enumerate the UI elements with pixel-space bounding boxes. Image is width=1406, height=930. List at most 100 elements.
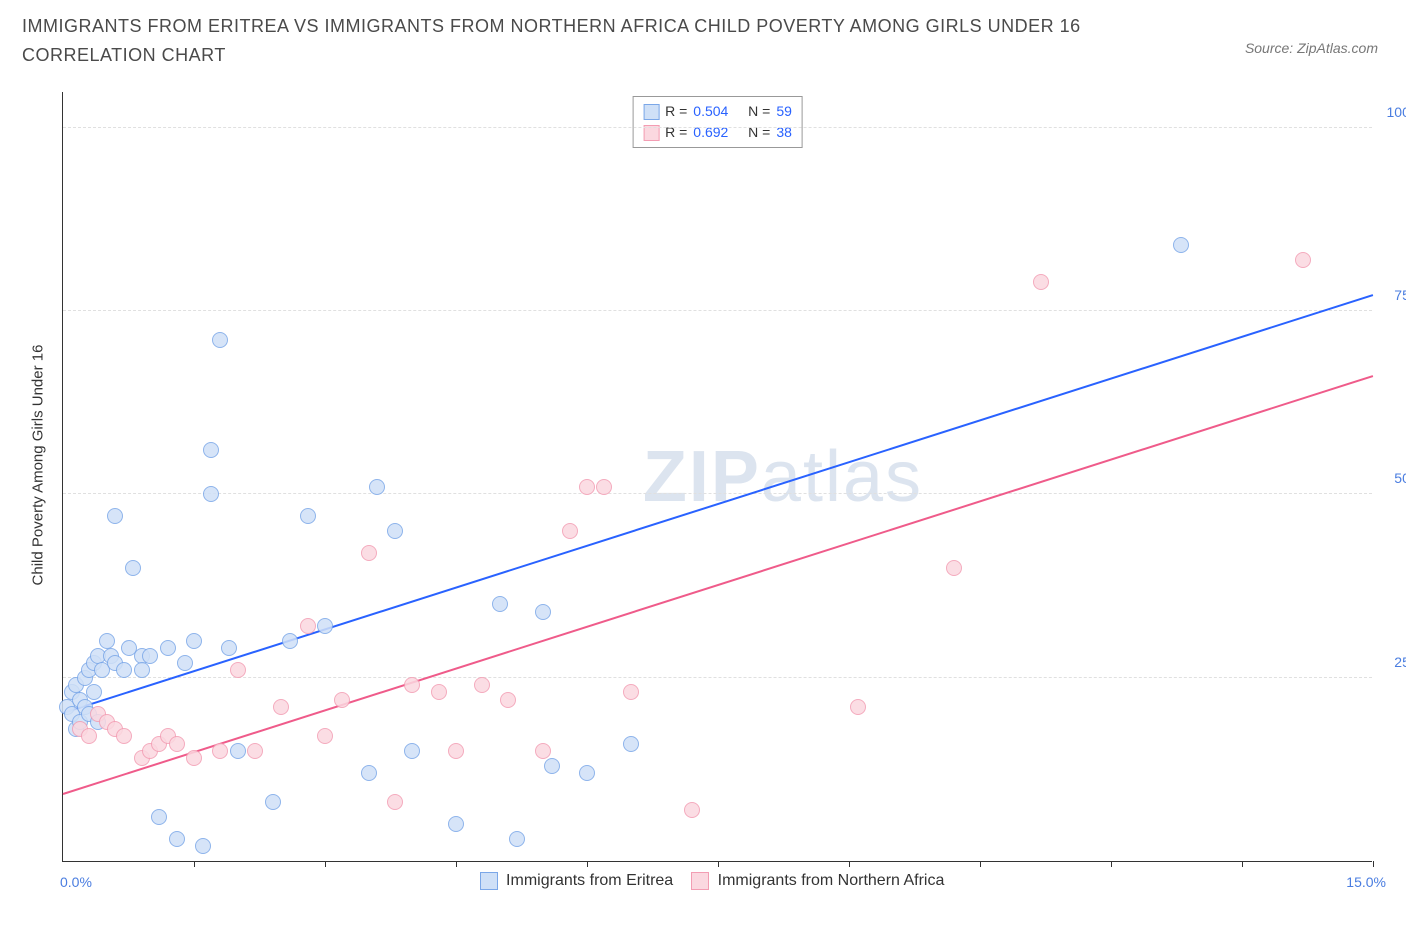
point-eritrea bbox=[317, 618, 333, 634]
grid-line bbox=[63, 310, 1372, 311]
stats-row-eritrea: R = 0.504 N = 59 bbox=[643, 101, 792, 122]
point-eritrea bbox=[221, 640, 237, 656]
point-northern-africa bbox=[273, 699, 289, 715]
n-label: N = bbox=[748, 101, 770, 122]
r-value: 0.504 bbox=[693, 101, 728, 122]
x-tick bbox=[1111, 861, 1112, 867]
point-northern-africa bbox=[431, 684, 447, 700]
point-eritrea bbox=[230, 743, 246, 759]
n-value: 38 bbox=[776, 122, 792, 143]
point-eritrea bbox=[86, 684, 102, 700]
point-eritrea bbox=[579, 765, 595, 781]
point-northern-africa bbox=[535, 743, 551, 759]
x-tick bbox=[587, 861, 588, 867]
point-eritrea bbox=[151, 809, 167, 825]
point-northern-africa bbox=[596, 479, 612, 495]
grid-line bbox=[63, 493, 1372, 494]
point-eritrea bbox=[361, 765, 377, 781]
x-tick bbox=[1242, 861, 1243, 867]
x-tick bbox=[325, 861, 326, 867]
point-northern-africa bbox=[247, 743, 263, 759]
point-northern-africa bbox=[361, 545, 377, 561]
point-eritrea bbox=[99, 633, 115, 649]
point-eritrea bbox=[186, 633, 202, 649]
legend-label-northern-africa: Immigrants from Northern Africa bbox=[713, 872, 944, 889]
legend-label-eritrea: Immigrants from Eritrea bbox=[502, 872, 674, 889]
y-tick-label: 100.0% bbox=[1378, 104, 1406, 120]
legend-swatch-northern-africa-icon bbox=[691, 872, 709, 890]
point-eritrea bbox=[134, 662, 150, 678]
n-value: 59 bbox=[776, 101, 792, 122]
watermark-bold: ZIP bbox=[643, 437, 761, 517]
point-northern-africa bbox=[300, 618, 316, 634]
watermark: ZIPatlas bbox=[643, 436, 923, 518]
point-eritrea bbox=[142, 648, 158, 664]
point-eritrea bbox=[492, 596, 508, 612]
point-eritrea bbox=[203, 442, 219, 458]
grid-line bbox=[63, 677, 1372, 678]
point-eritrea bbox=[369, 479, 385, 495]
point-northern-africa bbox=[317, 728, 333, 744]
point-northern-africa bbox=[230, 662, 246, 678]
y-tick-label: 25.0% bbox=[1378, 654, 1406, 670]
point-eritrea bbox=[300, 508, 316, 524]
point-northern-africa bbox=[1295, 252, 1311, 268]
x-tick bbox=[980, 861, 981, 867]
r-label: R = bbox=[665, 122, 687, 143]
point-northern-africa bbox=[623, 684, 639, 700]
x-tick bbox=[194, 861, 195, 867]
trend-line-northern-africa bbox=[63, 375, 1374, 795]
point-eritrea bbox=[282, 633, 298, 649]
point-northern-africa bbox=[474, 677, 490, 693]
point-eritrea bbox=[509, 831, 525, 847]
swatch-eritrea-icon bbox=[643, 104, 659, 120]
watermark-light: atlas bbox=[761, 437, 923, 517]
legend-swatch-eritrea-icon bbox=[480, 872, 498, 890]
r-label: R = bbox=[665, 101, 687, 122]
y-axis-label: Child Poverty Among Girls Under 16 bbox=[30, 345, 47, 586]
point-northern-africa bbox=[169, 736, 185, 752]
point-northern-africa bbox=[334, 692, 350, 708]
point-eritrea bbox=[203, 486, 219, 502]
point-eritrea bbox=[1173, 237, 1189, 253]
x-tick bbox=[456, 861, 457, 867]
point-eritrea bbox=[448, 816, 464, 832]
point-northern-africa bbox=[579, 479, 595, 495]
point-eritrea bbox=[212, 332, 228, 348]
point-northern-africa bbox=[946, 560, 962, 576]
point-eritrea bbox=[623, 736, 639, 752]
x-tick bbox=[1373, 861, 1374, 867]
point-northern-africa bbox=[684, 802, 700, 818]
x-tick bbox=[718, 861, 719, 867]
point-eritrea bbox=[169, 831, 185, 847]
chart-source: Source: ZipAtlas.com bbox=[1245, 40, 1378, 56]
grid-line bbox=[63, 127, 1372, 128]
point-eritrea bbox=[404, 743, 420, 759]
point-eritrea bbox=[177, 655, 193, 671]
y-tick-label: 50.0% bbox=[1378, 470, 1406, 486]
trend-line-eritrea bbox=[63, 294, 1374, 714]
point-northern-africa bbox=[116, 728, 132, 744]
chart-title: IMMIGRANTS FROM ERITREA VS IMMIGRANTS FR… bbox=[22, 12, 1166, 70]
n-label: N = bbox=[748, 122, 770, 143]
plot-area: ZIPatlas R =0.504 N =59R =0.692 N =38 25… bbox=[62, 92, 1372, 862]
point-eritrea bbox=[387, 523, 403, 539]
point-northern-africa bbox=[850, 699, 866, 715]
stats-row-northern-africa: R = 0.692 N = 38 bbox=[643, 122, 792, 143]
point-eritrea bbox=[265, 794, 281, 810]
point-northern-africa bbox=[186, 750, 202, 766]
point-northern-africa bbox=[500, 692, 516, 708]
point-eritrea bbox=[107, 508, 123, 524]
point-northern-africa bbox=[387, 794, 403, 810]
point-eritrea bbox=[195, 838, 211, 854]
point-eritrea bbox=[116, 662, 132, 678]
point-northern-africa bbox=[212, 743, 228, 759]
point-northern-africa bbox=[562, 523, 578, 539]
x-tick bbox=[849, 861, 850, 867]
point-northern-africa bbox=[1033, 274, 1049, 290]
point-eritrea bbox=[544, 758, 560, 774]
r-value: 0.692 bbox=[693, 122, 728, 143]
point-northern-africa bbox=[448, 743, 464, 759]
y-tick-label: 75.0% bbox=[1378, 287, 1406, 303]
series-legend: Immigrants from Eritrea Immigrants from … bbox=[0, 872, 1406, 890]
